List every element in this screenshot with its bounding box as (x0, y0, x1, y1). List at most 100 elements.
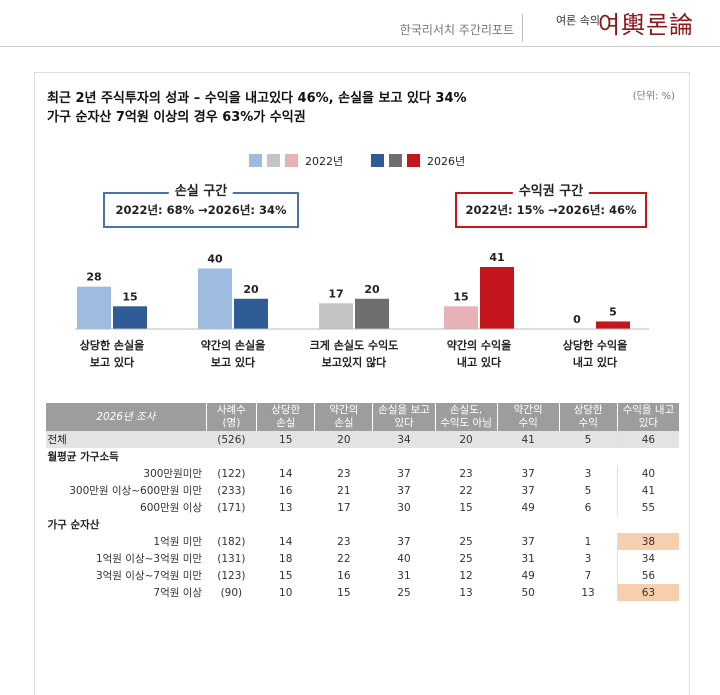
table-cell: 41 (497, 431, 559, 448)
table-cell: 15 (257, 431, 315, 448)
table-cell: 30 (373, 499, 435, 516)
legend-label-2022: 2022년 (305, 153, 343, 169)
category-label: 약간의 수익을 (447, 338, 512, 352)
table-cell: 14 (257, 465, 315, 482)
gain-range-box: 수익권 구간 2022년: 15% →2026년: 46% (455, 192, 647, 228)
table-cell: 25 (435, 550, 497, 567)
row-label: 7억원 이상 (46, 584, 207, 601)
table-cell: 46 (617, 431, 679, 448)
data-label: 41 (489, 251, 504, 264)
table-cell: 22 (315, 550, 373, 567)
table-cell: 13 (559, 584, 617, 601)
row-label: 3억원 이상~7억원 미만 (46, 567, 207, 584)
legend-swatch-2022-red (285, 154, 298, 167)
bar-2022-0 (77, 287, 111, 329)
data-label: 28 (86, 271, 101, 284)
row-label: 1억원 미만 (46, 533, 207, 550)
gain-range-text: 2022년: 15% →2026년: 46% (465, 203, 636, 217)
table-cell: 15 (315, 584, 373, 601)
row-label: 300만원 이상~600만원 미만 (46, 482, 207, 499)
report-card: 최근 2년 주식투자의 성과 – 수익을 내고있다 46%, 손실을 보고 있다… (34, 72, 690, 695)
data-label: 0 (573, 313, 581, 326)
bar-2022-1 (198, 269, 232, 329)
table-cell: 50 (497, 584, 559, 601)
legend-swatch-2022-gray (267, 154, 280, 167)
table-cell: 41 (617, 482, 679, 499)
loss-range-box: 손실 구간 2022년: 68% →2026년: 34% (103, 192, 299, 228)
table-cell: 15 (257, 567, 315, 584)
logo: 여輿론論 (598, 5, 694, 40)
row-label: 300만원미만 (46, 465, 207, 482)
data-label: 40 (207, 253, 223, 266)
table-cell: 14 (257, 533, 315, 550)
row-label: 전체 (46, 431, 207, 448)
table-cell: 20 (435, 431, 497, 448)
top-bar: 한국리서치 주간리포트 여론 속의 여輿론論 (0, 0, 720, 48)
legend-swatch-2026-blue (371, 154, 384, 167)
title-line-1: 최근 2년 주식투자의 성과 – 수익을 내고있다 46%, 손실을 보고 있다… (47, 89, 467, 108)
header-rule (0, 46, 720, 47)
row-label: 600만원 이상 (46, 499, 207, 516)
logo-small-text: 여론 속의 (556, 12, 600, 28)
table-cell: 7 (559, 567, 617, 584)
table-cell: 21 (315, 482, 373, 499)
table-cell: 16 (257, 482, 315, 499)
sample-size: (131) (206, 550, 257, 567)
data-label: 20 (243, 283, 259, 296)
data-label: 15 (453, 290, 468, 303)
table-cell: 31 (373, 567, 435, 584)
data-label: 15 (122, 290, 137, 303)
data-label: 5 (609, 305, 617, 318)
table-cell: 23 (435, 465, 497, 482)
category-label: 보고 있다 (211, 355, 256, 369)
table-cell: 37 (497, 465, 559, 482)
table-cell: 12 (435, 567, 497, 584)
sample-size: (233) (206, 482, 257, 499)
table-cell: 38 (617, 533, 679, 550)
report-name: 한국리서치 주간리포트 (400, 21, 514, 38)
table-cell: 18 (257, 550, 315, 567)
loss-range-caption: 손실 구간 (169, 184, 233, 200)
data-label: 20 (364, 283, 380, 296)
loss-range-text: 2022년: 68% →2026년: 34% (115, 203, 286, 217)
bar-2022-3 (444, 306, 478, 329)
category-label: 약간의 손실을 (201, 338, 266, 352)
table-cell: 5 (559, 431, 617, 448)
legend-swatch-2022-blue (249, 154, 262, 167)
table-cell: 23 (315, 465, 373, 482)
table-cell: 56 (617, 567, 679, 584)
group-label: 가구 순자산 (46, 516, 680, 533)
sample-size: (526) (206, 431, 257, 448)
row-label: 1억원 이상~3억원 미만 (46, 550, 207, 567)
table-cell: 25 (435, 533, 497, 550)
table-cell: 13 (435, 584, 497, 601)
table-cell: 37 (497, 533, 559, 550)
table-cell: 20 (315, 431, 373, 448)
table-cell: 34 (373, 431, 435, 448)
legend-swatch-2026-red (407, 154, 420, 167)
legend-swatch-2026-gray (389, 154, 402, 167)
category-label: 크게 손실도 수익도 (310, 338, 399, 352)
table-cell: 10 (257, 584, 315, 601)
table-header: 사례수(명) (206, 403, 257, 431)
table-cell: 16 (315, 567, 373, 584)
category-label: 내고 있다 (457, 355, 502, 369)
unit-label: (단위: %) (633, 87, 675, 102)
table-cell: 34 (617, 550, 679, 567)
table-cell: 40 (373, 550, 435, 567)
table-cell: 63 (617, 584, 679, 601)
table-cell: 6 (559, 499, 617, 516)
legend: 2022년 2026년 (35, 153, 689, 169)
bar-2026-0 (113, 306, 147, 329)
